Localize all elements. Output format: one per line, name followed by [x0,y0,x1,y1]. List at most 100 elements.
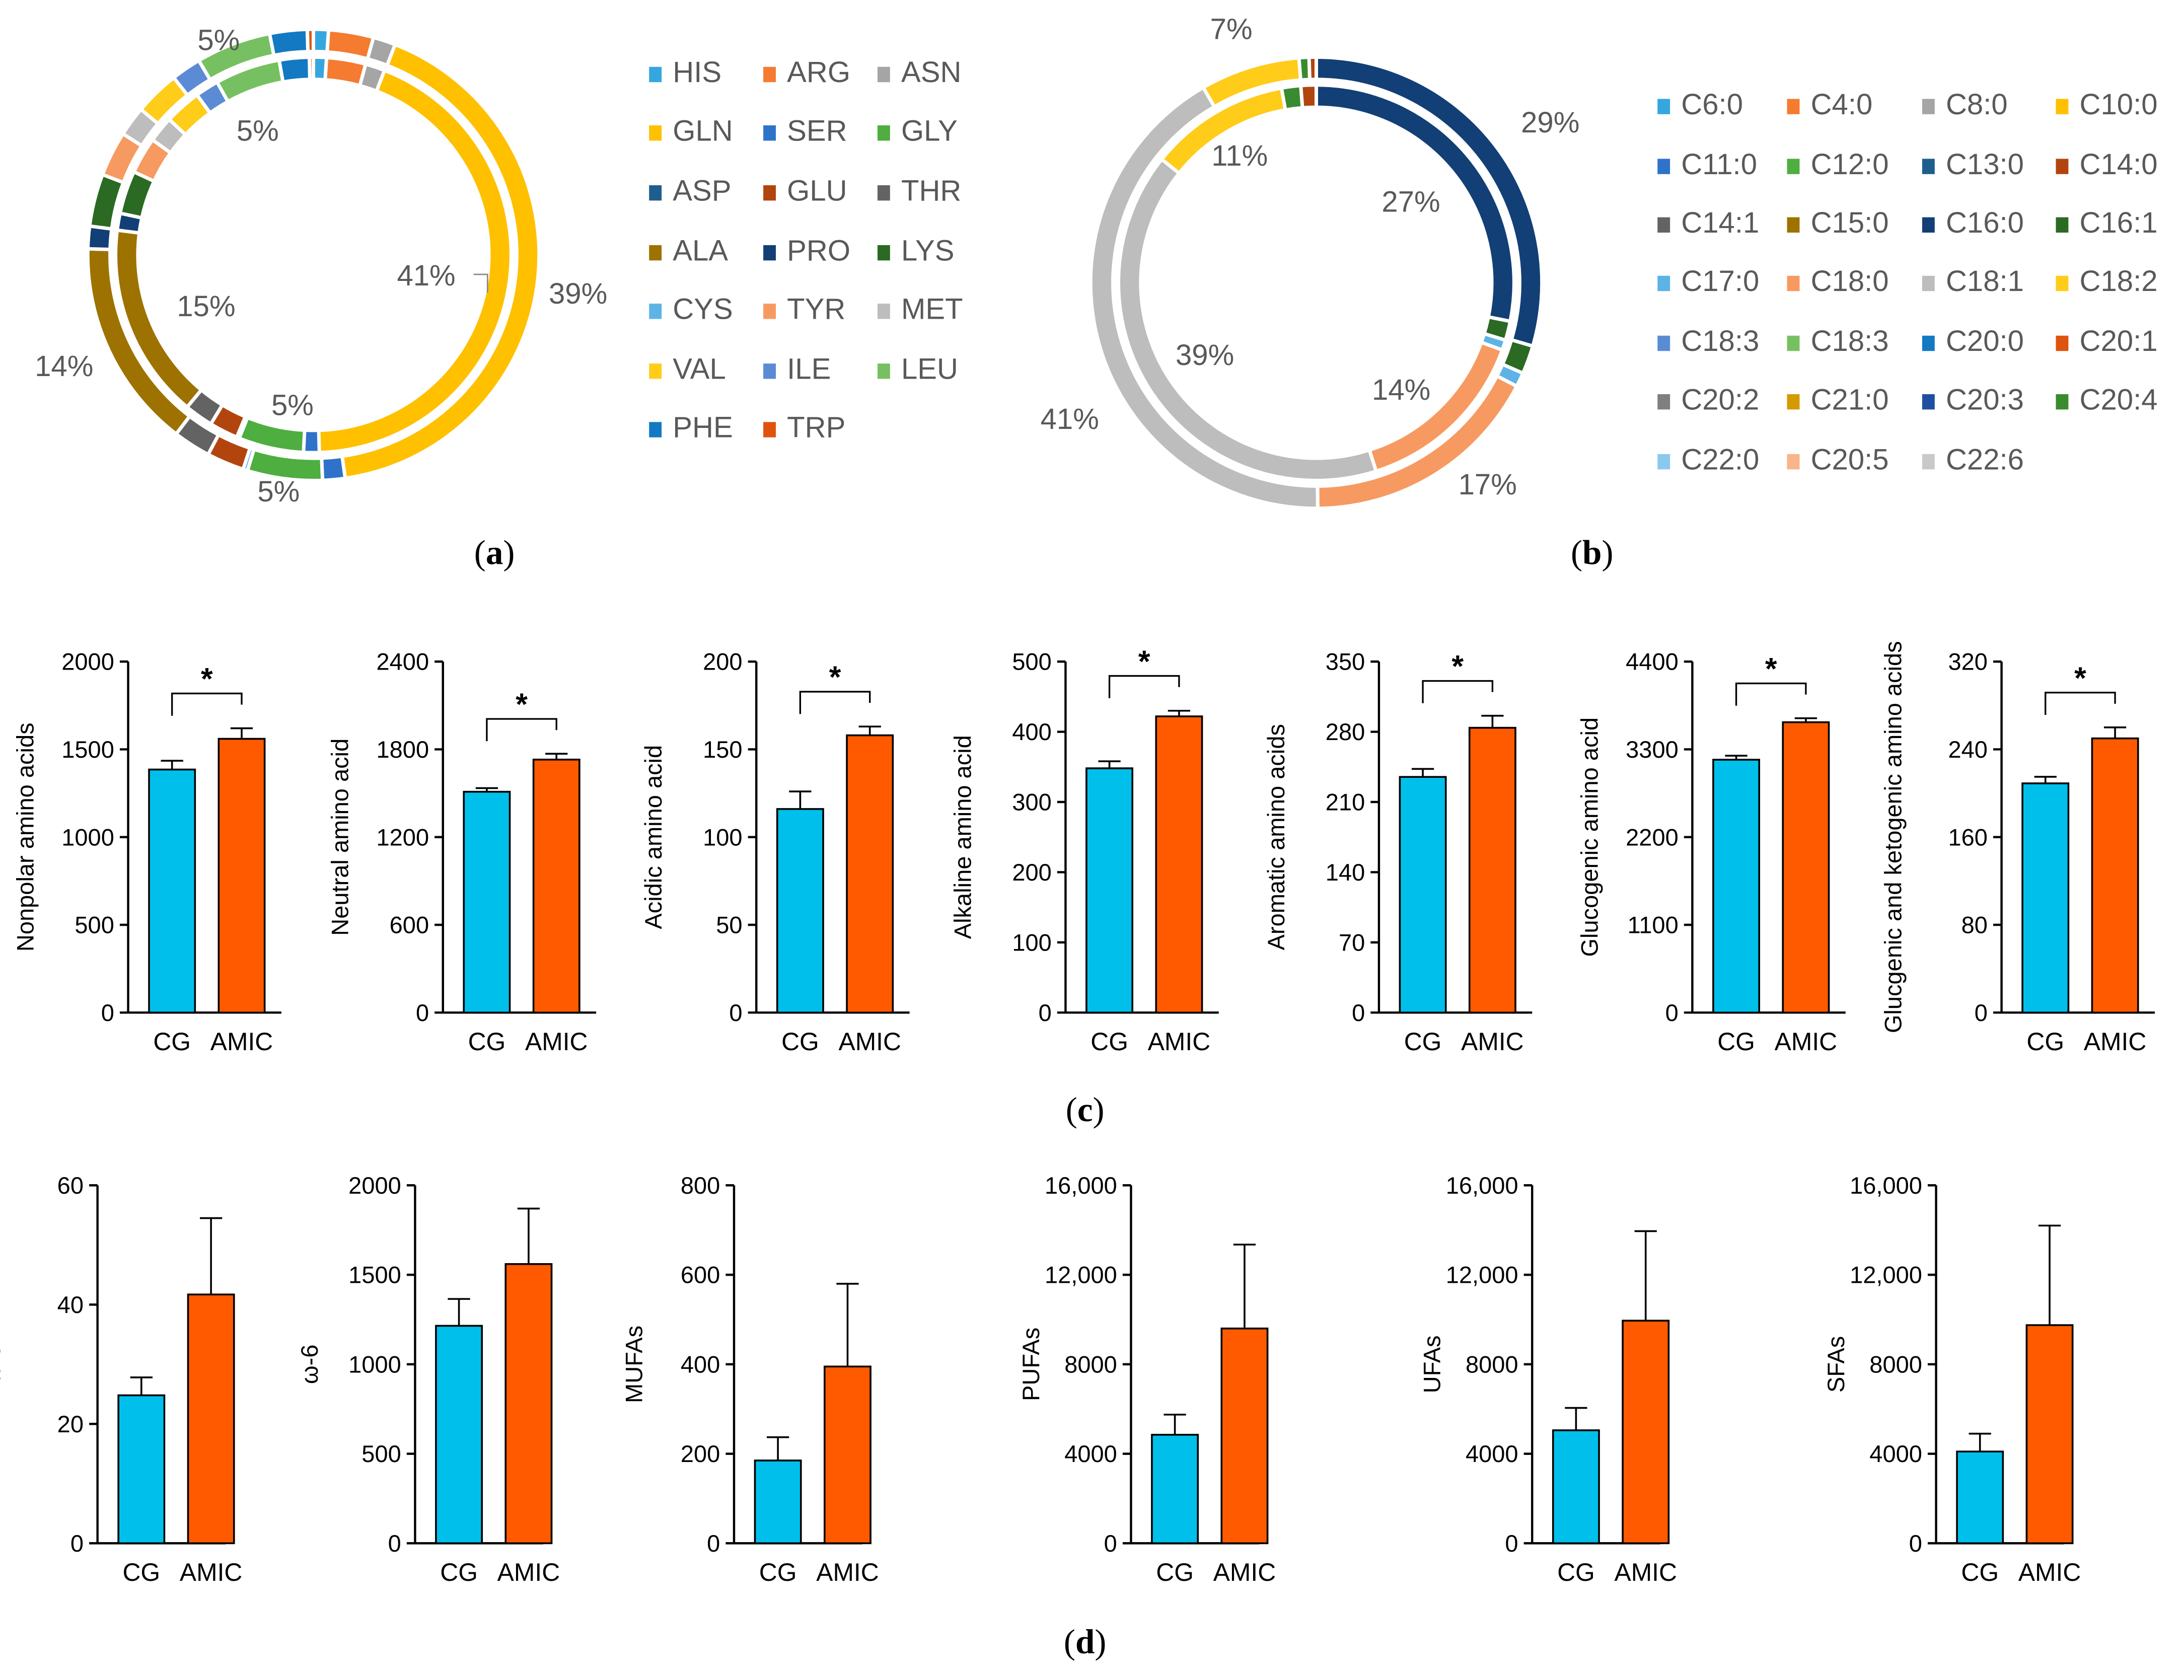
legend-label: C20:0 [1945,326,2024,358]
y-axis-label: Glucogenic amino acid [1576,717,1603,957]
legend-item: C15:0 [1787,207,1889,241]
y-tick-label: 16,000 [1446,1172,1518,1199]
y-tick-label: 300 [1012,789,1051,816]
donut-a-label: 5% [271,390,314,422]
y-tick-label: 16,000 [1850,1172,1922,1199]
y-tick-label: 800 [681,1172,720,1199]
legend-swatch [649,66,662,82]
significance-star: * [1138,644,1150,678]
y-tick-label: 0 [1505,1530,1518,1557]
bar-cg [148,768,196,1014]
bar-amic [2091,737,2139,1014]
y-axis-label: ω-3 [0,1345,5,1384]
bar-cg [1399,776,1447,1014]
legend-label: ALA [673,235,729,268]
legend-swatch [1657,216,1670,232]
legend-label: HIS [673,57,722,90]
legend-swatch [1922,158,1935,174]
y-tick-label: 100 [703,824,742,850]
bar-cg [435,1325,483,1545]
legend-label: C20:5 [1810,444,1889,477]
y-tick-label: 100 [1012,929,1051,956]
legend-label: C21:0 [1810,384,1889,417]
y-axis-label: PUFAs [1017,1328,1044,1401]
legend-swatch [1657,393,1670,409]
y-tick-label: 200 [681,1440,720,1467]
legend-item: C18:2 [2056,266,2158,299]
legend-item: C16:1 [2056,207,2158,241]
y-tick-label: 8000 [1869,1351,1922,1377]
bar-amic [532,758,580,1014]
y-tick-label: 16,000 [1045,1172,1117,1199]
donut-b-label: 11% [1211,140,1268,173]
legend-swatch [649,303,662,319]
y-tick-label: 60 [57,1172,84,1199]
legend-swatch [877,124,890,140]
bar-amic [1220,1327,1269,1545]
panel-label-c: (c) [1065,1092,1105,1130]
significance-star: * [201,662,213,696]
legend-swatch [649,421,662,437]
legend-item: C4:0 [1787,89,1872,122]
legend-item: C12:0 [1787,149,1889,182]
legend-swatch [1657,158,1670,174]
y-tick-label: 4000 [1064,1440,1117,1467]
legend-label: C8:0 [1945,89,2008,121]
x-tick-label: CG [1404,1028,1442,1056]
legend-label: TYR [787,294,846,326]
legend-item: GLU [763,176,847,209]
legend-label: PRO [787,235,851,268]
legend-label: C14:1 [1681,207,1760,240]
bar-cg [776,808,824,1014]
legend-item: C10:0 [2056,89,2158,122]
x-tick-label: CG [2026,1028,2064,1056]
y-axis-label: SFAs [1823,1336,1849,1393]
legend-label: C11:0 [1681,149,1758,181]
legend-item: C6:0 [1657,89,1743,122]
legend-swatch [2056,335,2069,350]
legend-label: ASN [901,57,962,90]
legend-swatch [1787,98,1800,114]
bar-cg [117,1394,166,1545]
legend-swatch [1657,335,1670,350]
x-tick-label: CG [759,1558,797,1586]
legend-item: TRP [763,412,845,446]
legend-label: PHE [673,412,733,445]
bar-amic [187,1293,235,1545]
legend-swatch [1922,98,1935,114]
y-tick-label: 0 [388,1530,401,1557]
bar-cg [754,1459,802,1545]
legend-swatch [649,124,662,140]
y-tick-label: 140 [1326,859,1365,886]
y-axis-label: Glucgenic and ketogenic amino acids [1879,641,1906,1033]
x-tick-label: CG [153,1028,191,1056]
x-tick-label: CG [1156,1558,1194,1586]
x-tick-label: CG [1961,1558,1999,1586]
legend-item: PHE [649,412,733,446]
x-tick-label: AMIC [525,1028,588,1056]
legend-label: C14:0 [2079,149,2158,181]
y-tick-label: 4000 [1466,1440,1518,1467]
bar-amic [504,1263,553,1545]
legend-item: PRO [763,236,850,269]
legend-label: TRP [787,412,846,445]
donut-b-label: 7% [1210,14,1253,46]
legend-swatch [763,244,776,260]
x-tick-label: AMIC [1148,1028,1210,1056]
legend-item: LYS [877,236,955,269]
bar-chart-neutral-amino-acid: 0 600 1200 1800 2400 Neutral amino acid CG AMIC… [327,648,597,1056]
y-tick-label: 1100 [1628,912,1679,938]
inner-ring-segment-c14-0 [1298,83,1318,110]
y-tick-label: 40 [57,1291,84,1318]
legend-label: SER [787,115,847,148]
y-tick-label: 200 [703,648,742,675]
x-tick-label: AMIC [1213,1558,1276,1586]
legend-item: GLY [877,116,958,149]
y-tick-label: 1500 [61,736,114,763]
x-tick-label: CG [468,1028,506,1056]
legend-label: C16:1 [2079,207,2158,240]
y-tick-label: 500 [1012,648,1051,675]
legend-item: C21:0 [1787,385,1889,418]
legend-label: GLN [673,115,733,148]
y-tick-label: 2400 [377,648,429,675]
